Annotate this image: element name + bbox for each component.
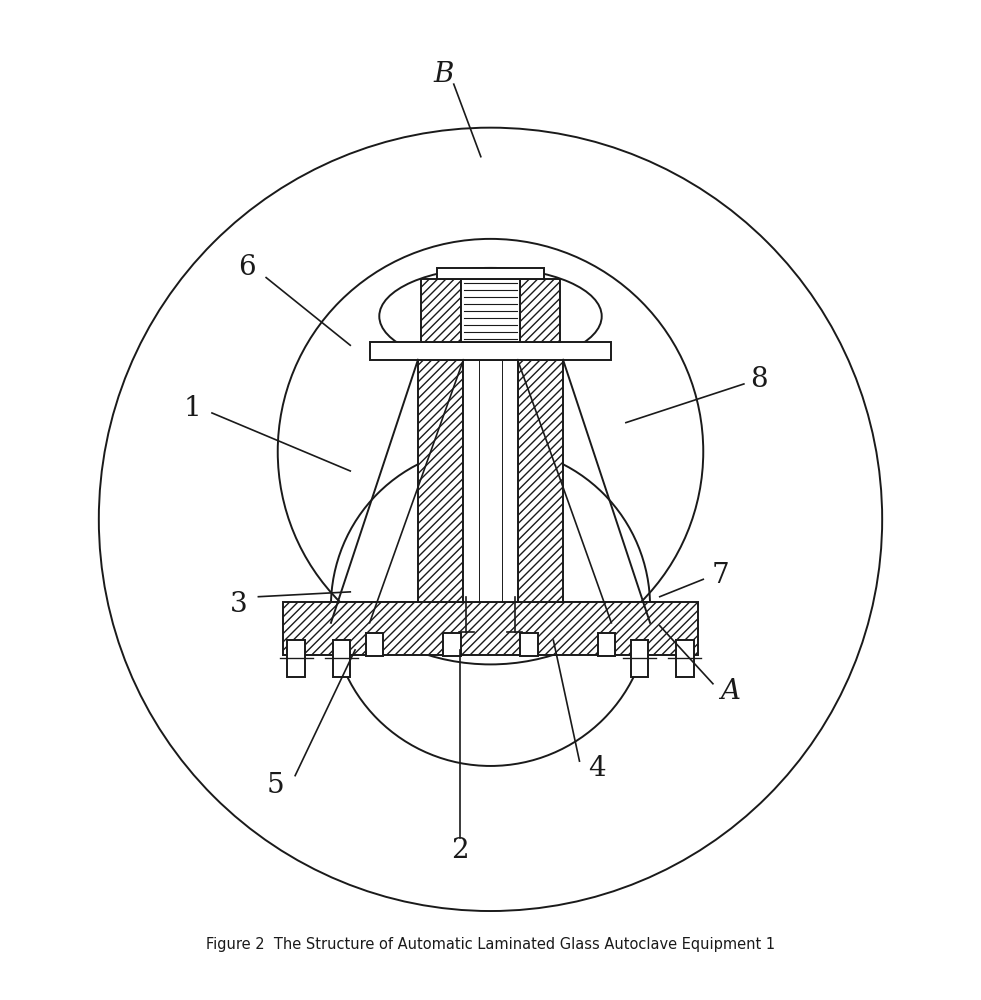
Bar [520, 279, 560, 342]
Text: 3: 3 [231, 591, 248, 618]
Bar [461, 279, 520, 342]
Bar [421, 279, 461, 342]
Bar [597, 633, 615, 656]
Text: B: B [434, 61, 454, 88]
Text: 2: 2 [450, 837, 468, 864]
Bar [518, 360, 563, 602]
Text: Figure 2  The Structure of Automatic Laminated Glass Autoclave Equipment 1: Figure 2 The Structure of Automatic Lami… [206, 937, 775, 952]
Bar [370, 342, 611, 360]
Bar [366, 633, 384, 656]
Text: A: A [720, 678, 741, 705]
Bar [631, 640, 648, 677]
Text: 6: 6 [238, 254, 256, 281]
Text: 1: 1 [183, 395, 201, 422]
Text: 7: 7 [712, 562, 730, 589]
Text: 8: 8 [750, 366, 768, 393]
Bar [438, 268, 543, 279]
Bar [333, 640, 350, 677]
Text: 5: 5 [267, 772, 284, 799]
Bar [418, 360, 463, 602]
Bar [283, 602, 698, 655]
Text: 4: 4 [588, 755, 605, 782]
Bar [463, 360, 518, 602]
Bar [676, 640, 694, 677]
Bar [443, 633, 460, 656]
Bar [521, 633, 538, 656]
Bar [321, 602, 660, 623]
Bar [287, 640, 305, 677]
